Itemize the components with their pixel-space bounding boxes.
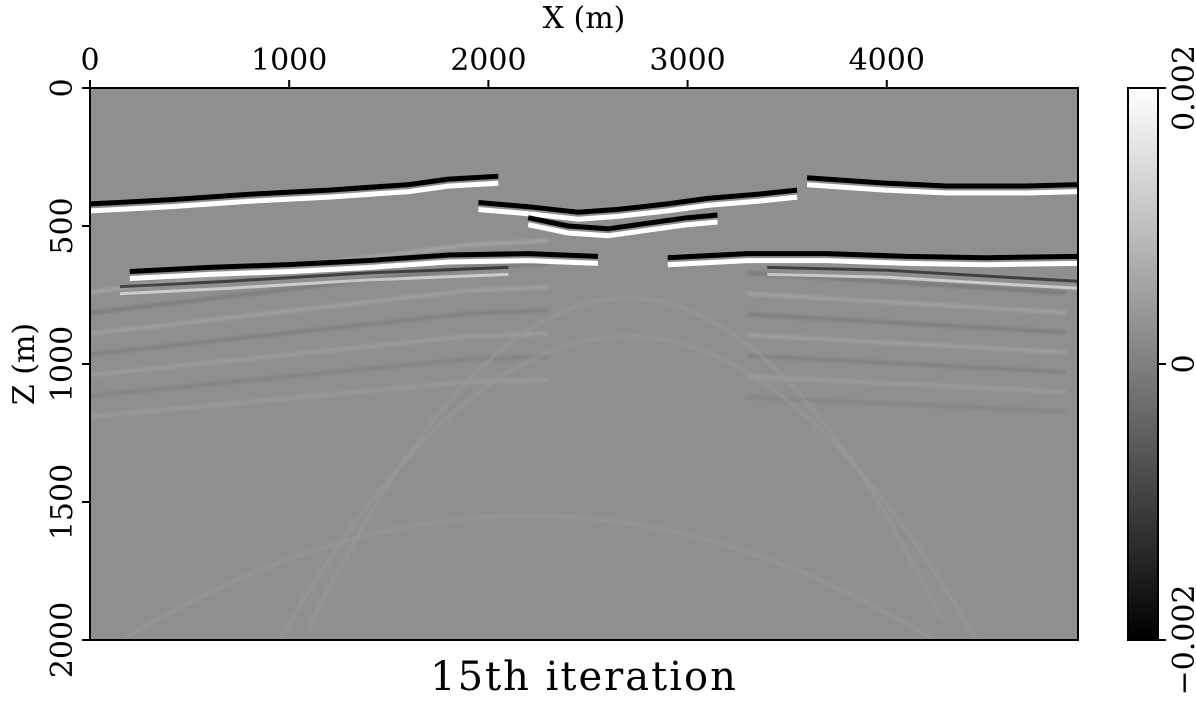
x-tick-label: 1000 xyxy=(251,43,327,78)
x-tick-label: 3000 xyxy=(649,43,725,78)
sediment-event-left xyxy=(90,331,549,377)
sediment-event-right xyxy=(747,395,1067,414)
sediment-event-right xyxy=(747,291,1067,315)
colorbar: −0.002 0 0.002 xyxy=(1127,45,1196,696)
sediment-event-left xyxy=(90,378,549,419)
sediment-event-right xyxy=(747,353,1067,375)
colorbar-tick-label: 0 xyxy=(1167,354,1196,373)
y-tick-label: 1000 xyxy=(45,326,80,402)
sediment-event-right xyxy=(747,312,1067,335)
sediment-event-right xyxy=(747,333,1067,355)
seismic-reflectors xyxy=(90,173,1078,640)
x-tick-label: 0 xyxy=(80,43,99,78)
reflector-deep-1-peak xyxy=(119,272,509,296)
reflector-deep-1-trough xyxy=(119,265,509,289)
colorbar-ticks: −0.002 0 0.002 xyxy=(1158,45,1196,696)
y-axis: 0 500 1000 1500 2000 xyxy=(45,78,90,678)
deep-events xyxy=(90,238,1067,640)
reflector-deep-1r-peak xyxy=(767,272,1078,290)
diffraction-arc xyxy=(307,296,944,630)
plot-area xyxy=(89,87,1079,641)
sediment-event-left xyxy=(90,308,549,357)
x-axis-title: X (m) xyxy=(543,1,626,36)
reflector-salt-base-left-trough xyxy=(129,251,599,274)
y-tick-label: 0 xyxy=(45,78,80,97)
colorbar-tick-label: −0.002 xyxy=(1167,584,1196,695)
x-tick-label: 2000 xyxy=(450,43,526,78)
reflector-deep-1r-trough xyxy=(767,265,1078,283)
reflector-salt-base-left-peak xyxy=(129,258,599,281)
x-axis: 0 1000 2000 3000 4000 xyxy=(80,43,925,88)
reflector-salt-base-right-peak xyxy=(667,258,1078,268)
x-tick-label: 4000 xyxy=(849,43,925,78)
y-tick-label: 1500 xyxy=(45,464,80,540)
reflector-salt-top-a-trough xyxy=(478,187,798,215)
reflector-shallow-left-trough xyxy=(90,173,499,207)
sediment-event-left xyxy=(90,285,549,336)
plot-title: 15th iteration xyxy=(430,654,738,700)
diffraction-arc xyxy=(119,514,938,640)
y-tick-label: 500 xyxy=(45,197,80,254)
sediment-event-right xyxy=(747,374,1067,394)
diffraction-arc xyxy=(278,334,978,640)
reflector-salt-top-a-peak xyxy=(478,194,798,222)
reflector-salt-top-b-peak xyxy=(527,219,718,239)
colorbar-tick-label: 0.002 xyxy=(1167,45,1196,131)
reflector-salt-top-b-trough xyxy=(527,212,718,232)
y-tick-label: 2000 xyxy=(45,602,80,678)
reflector-salt-base-right-trough xyxy=(667,251,1078,261)
sediment-event-left xyxy=(90,354,549,398)
y-axis-title: Z (m) xyxy=(7,323,42,405)
reflector-shallow-right-trough xyxy=(806,175,1078,189)
colorbar-gradient xyxy=(1127,87,1159,641)
reflector-shallow-right-peak xyxy=(806,182,1078,196)
reflector-shallow-left-peak xyxy=(90,180,499,214)
